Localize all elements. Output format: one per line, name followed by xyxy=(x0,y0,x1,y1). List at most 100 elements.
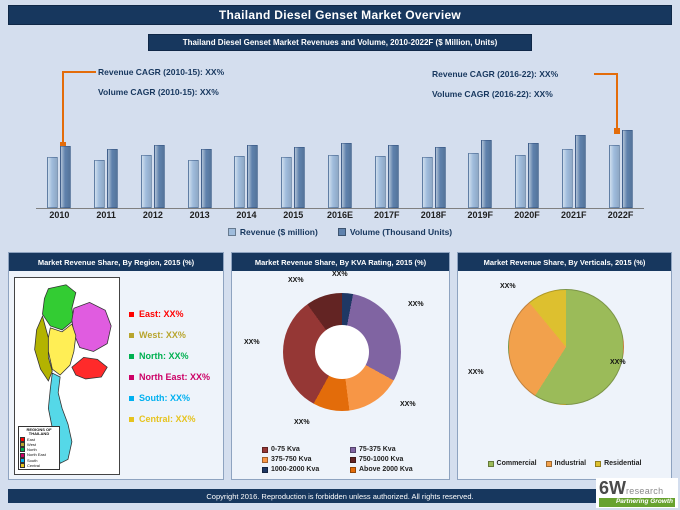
legend-label: 375-750 Kva xyxy=(271,456,312,463)
region-bullet xyxy=(129,374,134,380)
bar-group-2015 xyxy=(270,116,317,208)
bar-group-2019F xyxy=(457,116,504,208)
bar-volume xyxy=(340,142,352,208)
map-legend-row: West xyxy=(20,442,58,448)
map-region-north xyxy=(42,284,77,331)
bar-group-2016E xyxy=(317,116,364,208)
donut-slice-label: XX% xyxy=(294,419,310,426)
pie-slice-label: XX% xyxy=(468,369,484,376)
annotation-connector-endpoint xyxy=(60,142,66,148)
bar-group-2018F xyxy=(410,116,457,208)
bar-revenue xyxy=(94,160,106,208)
region-share-panel: Market Revenue Share, By Region, 2015 (%… xyxy=(8,252,224,480)
revenue-legend-swatch xyxy=(227,228,236,236)
bar-group-2013 xyxy=(176,116,223,208)
x-axis-label: 2022F xyxy=(607,210,634,220)
map-legend-row: Central xyxy=(20,463,58,468)
annotation-connector-line xyxy=(616,73,618,129)
kva-legend-item: 375-750 Kva xyxy=(262,456,346,463)
pie-plot xyxy=(508,289,624,405)
x-axis-label: 2019F xyxy=(467,210,494,220)
bar-group-2017F xyxy=(363,116,410,208)
legend-label: 75-375 Kva xyxy=(359,446,396,453)
bar-chart-x-axis: 2010 2011 2012 2013 2014 2015 2016E 2017F 2018F 2… xyxy=(36,210,644,220)
verticals-legend-item: Residential xyxy=(595,460,641,467)
bar-volume xyxy=(60,146,72,208)
region-share-item: North: XX% xyxy=(129,351,210,361)
legend-item-volume: Volume (Thousand Units) xyxy=(337,227,453,237)
legend-swatch xyxy=(350,446,356,453)
legend-swatch xyxy=(262,446,268,453)
pie-slice-label: XX% xyxy=(610,359,626,366)
volume-legend-label: Volume (Thousand Units) xyxy=(349,227,453,237)
kva-legend: 0-75 Kva 75-375 Kva 375-750 Kva 750-1000 Kv… xyxy=(262,446,434,473)
region-share-item: North East: XX% xyxy=(129,372,210,382)
bar-group-2014 xyxy=(223,116,270,208)
donut-plot xyxy=(282,293,401,411)
region-share-item: Central: XX% xyxy=(129,414,210,424)
map-region-south xyxy=(47,372,73,464)
x-axis-label: 2020F xyxy=(514,210,540,220)
copyright-footer: Copyright 2016. Reproduction is forbidde… xyxy=(8,489,672,503)
map-region-east xyxy=(71,356,108,380)
x-axis-label: 2014 xyxy=(236,210,257,220)
region-bullet xyxy=(129,353,134,359)
map-mini-legend: REGIONS OF THAILAND East West North North E… xyxy=(18,426,60,470)
map-legend-row: North East xyxy=(20,452,58,458)
map-legend-row: South xyxy=(20,458,58,463)
region-bullet xyxy=(129,395,134,401)
kva-donut-chart: XX% XX% XX% XX% XX% XX% xyxy=(232,271,451,431)
kva-legend-item: 75-375 Kva xyxy=(350,446,434,453)
x-axis-label: 2013 xyxy=(189,210,210,220)
bar-revenue xyxy=(608,145,620,208)
kva-legend-item: Above 2000 Kva xyxy=(350,466,434,473)
x-axis-label: 2021F xyxy=(561,210,587,220)
donut-slice-label: XX% xyxy=(408,301,424,308)
bar-revenue xyxy=(327,154,339,208)
x-axis-label: 2012 xyxy=(142,210,163,220)
revenue-chart-title: Thailand Diesel Genset Market Revenues a… xyxy=(148,34,532,51)
bar-revenue xyxy=(515,154,527,208)
bar-volume xyxy=(574,135,586,208)
bar-group-2022F xyxy=(597,116,644,208)
donut-slice-label: XX% xyxy=(288,277,304,284)
region-share-label: North East: XX% xyxy=(139,372,211,382)
legend-label: Commercial xyxy=(496,460,537,467)
bar-revenue xyxy=(561,149,573,208)
bar-group-2021F xyxy=(550,116,597,208)
kva-legend-item: 1000-2000 Kva xyxy=(262,466,346,473)
legend-label: 1000-2000 Kva xyxy=(271,466,320,473)
region-share-item: South: XX% xyxy=(129,393,210,403)
bar-revenue xyxy=(234,155,246,208)
thailand-map-svg xyxy=(34,284,112,464)
donut-slice-label: XX% xyxy=(244,339,260,346)
annotation-revenue-cagr-2016-22: Revenue CAGR (2016-22): XX% xyxy=(432,69,559,79)
bar-group-2012 xyxy=(130,116,177,208)
legend-label: Above 2000 Kva xyxy=(359,466,413,473)
legend-item-revenue: Revenue ($ million) xyxy=(227,227,318,237)
bar-revenue xyxy=(47,157,59,208)
donut-slice-label: XX% xyxy=(400,401,416,408)
page-title: Thailand Diesel Genset Market Overview xyxy=(8,5,672,25)
revenue-volume-bar-chart xyxy=(36,116,644,209)
bar-revenue xyxy=(140,154,152,208)
verticals-pie-chart: XX% XX% XX% xyxy=(458,273,673,433)
bar-chart-legend: Revenue ($ million) Volume (Thousand Uni… xyxy=(0,227,680,237)
legend-swatch xyxy=(545,460,552,467)
bar-volume xyxy=(481,139,493,208)
bar-volume xyxy=(387,145,399,208)
map-region-central xyxy=(47,323,77,376)
legend-label: 750-1000 Kva xyxy=(359,456,404,463)
donut-slice-label: XX% xyxy=(332,271,348,278)
volume-legend-swatch xyxy=(337,228,346,236)
region-share-label: West: XX% xyxy=(139,330,186,340)
legend-label: Industrial xyxy=(554,460,587,467)
x-axis-label: 2018F xyxy=(420,210,447,220)
region-share-label: South: XX% xyxy=(139,393,190,403)
region-share-label: East: XX% xyxy=(139,309,184,319)
bar-volume xyxy=(621,129,633,208)
region-share-list: East: XX% West: XX% North: XX% North East: … xyxy=(129,309,210,424)
kva-panel-title: Market Revenue Share, By KVA Rating, 201… xyxy=(232,253,449,271)
annotation-connector-line xyxy=(62,71,64,143)
thailand-map: REGIONS OF THAILAND East West North North E… xyxy=(14,277,120,475)
